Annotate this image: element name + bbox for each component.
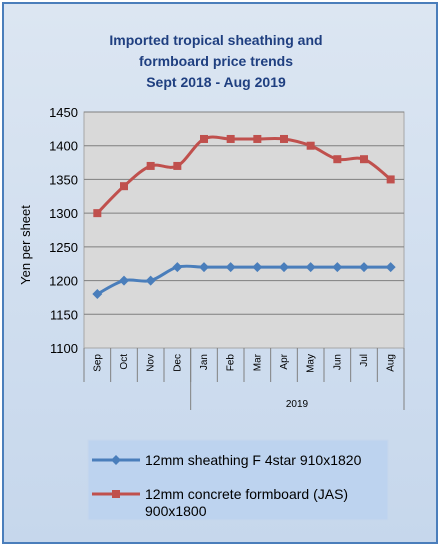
y-tick-label-1250: 1250 <box>49 240 78 255</box>
data-point-sheathing-jun <box>332 262 343 273</box>
legend-formboard-marker <box>112 490 120 498</box>
series-layer <box>92 134 396 300</box>
y-axis-title: Yen per sheet <box>18 205 33 285</box>
data-point-formboard-nov <box>146 161 155 170</box>
data-point-sheathing-apr <box>279 262 289 273</box>
data-point-formboard-feb <box>226 134 235 143</box>
chart-title-line-3: Sept 2018 - Aug 2019 <box>146 74 286 90</box>
x-axis-ticks <box>83 348 405 410</box>
x-axis-categories: Sep Oct Nov Dec Jan Feb Mar Apr May Jun Jul Aug <box>92 353 396 373</box>
data-point-sheathing-dec <box>172 262 183 273</box>
data-point-formboard-may <box>306 141 315 150</box>
x-category-label-dec: Dec <box>172 354 183 372</box>
data-point-formboard-apr <box>280 134 288 143</box>
x-category-label-apr: Apr <box>279 353 290 369</box>
legend-formboard-label-line-1: 12mm concrete formboard (JAS) <box>145 486 348 502</box>
x-category-label-jun: Jun <box>332 354 343 370</box>
x-category-label-nov: Nov <box>146 354 157 372</box>
data-point-sheathing-feb <box>225 262 236 273</box>
x-category-label-oct: Oct <box>119 354 130 370</box>
plot-area <box>83 111 405 349</box>
y-tick-label-1300: 1300 <box>49 206 78 221</box>
y-tick-label-1350: 1350 <box>49 172 78 187</box>
data-point-sheathing-oct <box>119 275 129 286</box>
chart-title-line-1: Imported tropical sheathing and <box>109 32 322 48</box>
data-point-formboard-mar <box>253 134 262 143</box>
legend-formboard-label-line-2: 900x1800 <box>145 503 207 519</box>
x-category-label-feb: Feb <box>226 354 237 372</box>
data-point-formboard-sep <box>93 209 102 218</box>
data-point-sheathing-may <box>305 262 316 273</box>
x-category-label-may: May <box>306 354 317 373</box>
data-point-sheathing-aug <box>385 262 396 273</box>
x-axis-year-label: 2019 <box>286 399 309 410</box>
y-axis-ticks: 1100 1150 1200 1250 1300 1350 1400 1450 <box>49 105 78 356</box>
data-point-formboard-aug <box>386 175 395 184</box>
x-category-label-mar: Mar <box>252 353 263 371</box>
data-point-formboard-oct <box>120 182 128 191</box>
data-point-sheathing-jan <box>199 262 209 273</box>
x-category-label-sep: Sep <box>92 354 103 372</box>
legend-sheathing-label: 12mm sheathing F 4star 910x1820 <box>145 452 362 468</box>
x-category-label-aug: Aug <box>386 354 397 372</box>
y-tick-label-1450: 1450 <box>49 105 78 120</box>
x-category-label-jul: Jul <box>359 354 370 367</box>
legend-box <box>87 439 389 521</box>
legend-sheathing-marker <box>111 455 121 465</box>
y-tick-label-1150: 1150 <box>50 307 78 322</box>
y-tick-label-1200: 1200 <box>49 274 78 289</box>
data-point-sheathing-sep <box>92 289 103 300</box>
y-tick-label-1400: 1400 <box>49 139 78 154</box>
data-point-sheathing-mar <box>252 262 263 273</box>
y-tick-label-1100: 1100 <box>50 341 78 356</box>
data-point-sheathing-jul <box>359 262 369 273</box>
x-category-label-jan: Jan <box>199 354 210 370</box>
chart-title-line-2: formboard price trends <box>139 53 293 69</box>
data-point-formboard-jul <box>360 155 368 164</box>
data-point-formboard-jun <box>333 155 342 164</box>
data-point-formboard-jan <box>200 134 208 143</box>
data-point-formboard-dec <box>173 161 182 170</box>
data-point-sheathing-nov <box>145 275 156 286</box>
